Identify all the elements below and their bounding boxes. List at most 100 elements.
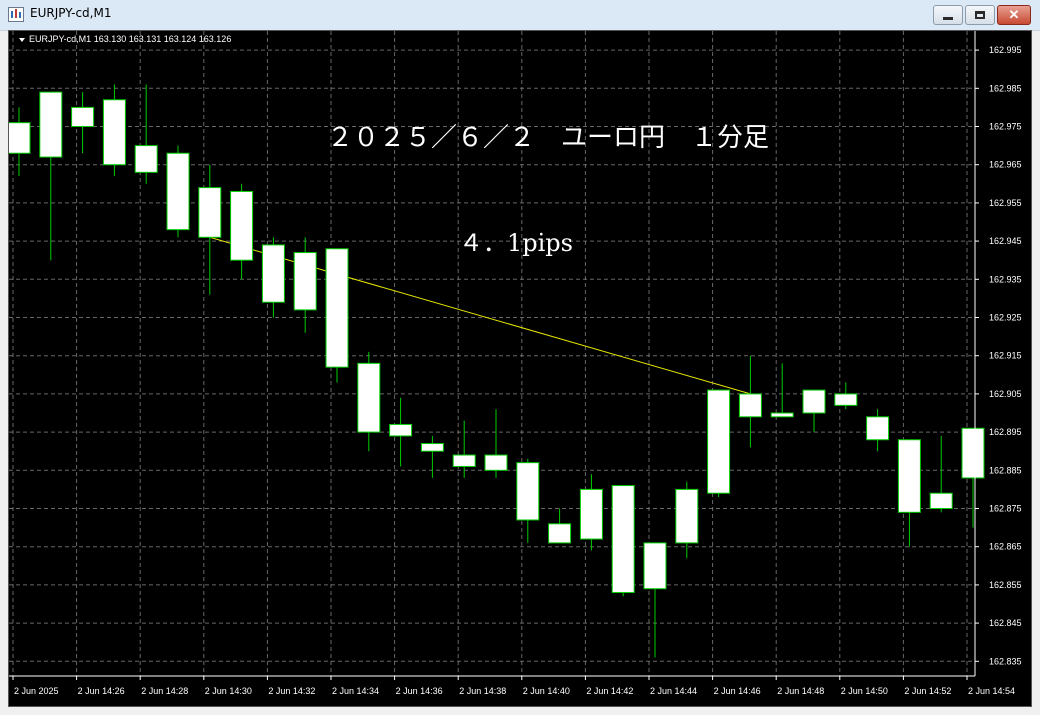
close-button[interactable]: ✕	[997, 5, 1031, 25]
candle	[770, 363, 794, 418]
x-tick-label: 2 Jun 14:48	[777, 686, 824, 696]
x-tick-label: 2 Jun 14:50	[841, 686, 888, 696]
candle-body	[897, 439, 921, 513]
x-tick-label: 2 Jun 14:44	[650, 686, 697, 696]
y-tick-label: 162.955	[989, 198, 1022, 208]
chart-annotation-title: ２０２５／６／２ ユーロ円 １分足	[327, 123, 769, 153]
candle-body	[548, 523, 572, 544]
y-tick-label: 162.835	[989, 656, 1022, 666]
candle-body	[738, 393, 762, 418]
candle	[293, 237, 317, 333]
trendline-layer	[209, 236, 751, 395]
price-axis: 162.995 162.985 162.975 162.965 162.955 162.9…	[974, 31, 1022, 676]
y-tick-label: 162.905	[989, 389, 1022, 399]
candle-body	[71, 106, 95, 128]
x-tick-label: 2 Jun 14:32	[268, 686, 315, 696]
maximize-button[interactable]	[965, 5, 995, 25]
candle-body	[166, 152, 190, 231]
x-tick-label: 2 Jun 14:40	[523, 686, 570, 696]
y-tick-label: 162.935	[989, 274, 1022, 284]
candle-body	[134, 145, 158, 173]
symbol-info-panel: EURJPY-cd,M1 163.130 163.131 163.124 163…	[19, 34, 231, 44]
candlestick-chart[interactable]: 162.995 162.985 162.975 162.965 162.955 162.9…	[9, 31, 1031, 706]
candle	[261, 237, 285, 318]
candle-body	[866, 416, 890, 441]
y-tick-label: 162.945	[989, 236, 1022, 246]
y-tick-label: 162.845	[989, 618, 1022, 628]
x-tick-label: 2 Jun 14:26	[78, 686, 125, 696]
candle	[834, 382, 858, 410]
candle-body	[611, 485, 635, 594]
candle	[166, 145, 190, 238]
candle	[357, 351, 381, 452]
x-tick-label: 2 Jun 14:46	[714, 686, 761, 696]
symbol-info: EURJPY-cd,M1 163.130 163.131 163.124 163…	[29, 34, 231, 44]
x-tick-label: 2 Jun 14:28	[141, 686, 188, 696]
x-tick-label: 2 Jun 14:52	[904, 686, 951, 696]
candle-body	[420, 443, 444, 452]
candle-body	[39, 91, 63, 158]
x-tick-label: 2 Jun 2025	[14, 686, 59, 696]
maximize-icon	[975, 11, 985, 19]
candle-body	[579, 488, 603, 540]
candle	[9, 107, 31, 177]
candle	[707, 389, 731, 498]
candle-body	[261, 244, 285, 303]
candle	[134, 84, 158, 184]
candle	[102, 84, 126, 177]
y-tick-label: 162.975	[989, 122, 1022, 132]
candle	[420, 435, 444, 478]
chart-area[interactable]: 162.995 162.985 162.975 162.965 162.955 162.9…	[8, 30, 1032, 707]
y-tick-label: 162.885	[989, 465, 1022, 475]
candle-body	[102, 99, 126, 166]
candle	[389, 397, 413, 467]
candle-body	[834, 393, 858, 406]
candle-body	[325, 248, 349, 368]
candle-body	[452, 454, 476, 467]
candle	[643, 542, 667, 658]
candle-body	[198, 187, 222, 238]
candle	[929, 435, 953, 513]
y-tick-label: 162.895	[989, 427, 1022, 437]
x-tick-label: 2 Jun 14:54	[968, 686, 1015, 696]
y-tick-label: 162.925	[989, 313, 1022, 323]
candle	[325, 248, 349, 383]
candles	[9, 84, 985, 658]
y-tick-label: 162.915	[989, 351, 1022, 361]
close-icon: ✕	[1008, 7, 1020, 22]
candle	[516, 458, 540, 543]
candle-body	[293, 252, 317, 311]
candle	[71, 92, 95, 154]
x-tick-label: 2 Jun 14:34	[332, 686, 379, 696]
minimize-button[interactable]	[933, 5, 963, 25]
trendline	[209, 236, 751, 395]
candle-body	[675, 488, 699, 544]
time-axis: 2 Jun 2025 2 Jun 14:26 2 Jun 14:28 2 Jun 14…	[9, 675, 1015, 696]
candle-body	[802, 389, 826, 414]
candle	[802, 389, 826, 433]
dropdown-triangle-icon[interactable]	[19, 38, 25, 42]
candle	[198, 164, 222, 295]
candle	[738, 355, 762, 448]
title-bar[interactable]: EURJPY-cd,M1 ✕	[0, 0, 1040, 31]
candle-body	[389, 423, 413, 437]
candle-body	[770, 412, 794, 418]
candle	[548, 508, 572, 544]
minimize-icon	[943, 17, 953, 20]
y-tick-label: 162.865	[989, 542, 1022, 552]
candle-body	[484, 454, 508, 471]
candle	[897, 439, 921, 547]
candle	[961, 427, 985, 528]
y-tick-label: 162.985	[989, 83, 1022, 93]
candle	[611, 485, 635, 597]
candle-body	[9, 122, 31, 154]
y-tick-label: 162.875	[989, 504, 1022, 514]
candle	[452, 420, 476, 478]
y-tick-label: 162.965	[989, 160, 1022, 170]
candle	[484, 409, 508, 478]
candle-body	[929, 492, 953, 510]
x-tick-label: 2 Jun 14:38	[459, 686, 506, 696]
x-tick-label: 2 Jun 14:36	[396, 686, 443, 696]
candle	[866, 409, 890, 452]
